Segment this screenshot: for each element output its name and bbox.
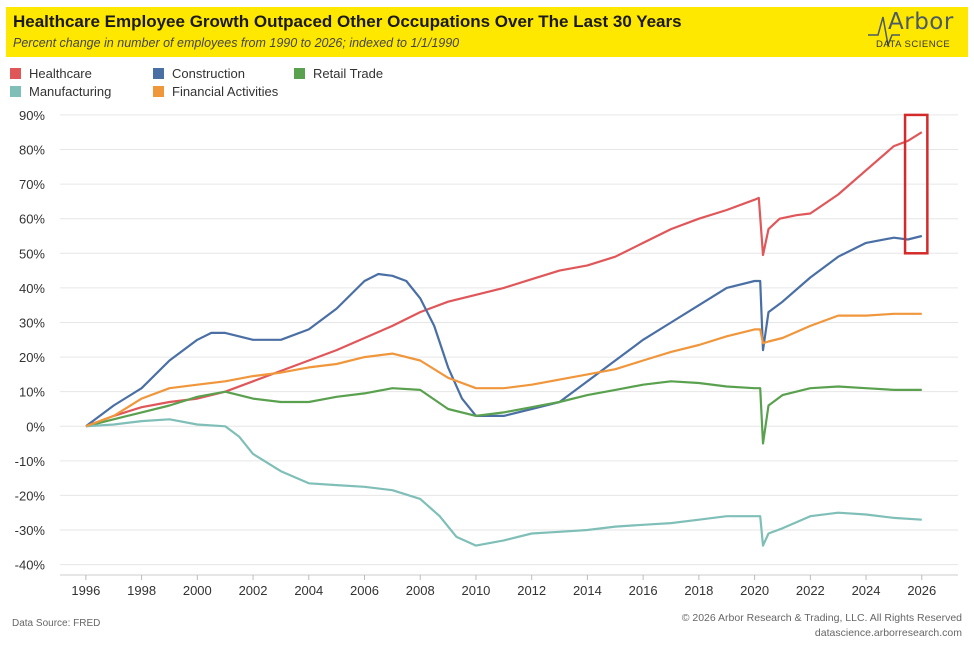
x-tick-label: 2002 xyxy=(239,583,268,598)
x-tick-label: 2004 xyxy=(294,583,323,598)
legend-label: Manufacturing xyxy=(29,84,112,99)
x-tick-label: 2026 xyxy=(907,583,936,598)
legend: Healthcare Construction Retail Trade Man… xyxy=(10,64,530,104)
y-tick-label: -20% xyxy=(15,488,46,503)
website-link[interactable]: datascience.arborresearch.com xyxy=(814,627,962,639)
y-tick-label: 0% xyxy=(26,419,45,434)
y-tick-label: 70% xyxy=(19,177,45,192)
x-tick-label: 2018 xyxy=(684,583,713,598)
legend-swatch-healthcare xyxy=(10,68,21,79)
legend-item-manufacturing[interactable]: Manufacturing xyxy=(10,84,111,99)
legend-swatch-financial-activities xyxy=(153,86,164,97)
x-tick-label: 2016 xyxy=(629,583,658,598)
x-tick-label: 2020 xyxy=(740,583,769,598)
y-tick-label: 20% xyxy=(19,350,45,365)
legend-label: Retail Trade xyxy=(313,66,384,81)
copyright: © 2026 Arbor Research & Trading, LLC. Al… xyxy=(681,612,962,624)
y-tick-label: -30% xyxy=(15,523,46,538)
series-line-construction[interactable] xyxy=(85,234,923,428)
x-tick-label: 2000 xyxy=(183,583,212,598)
legend-item-financial-activities[interactable]: Financial Activities xyxy=(153,84,278,99)
legend-swatch-retail-trade xyxy=(294,68,305,79)
y-tick-label: 60% xyxy=(19,212,45,227)
legend-label: Construction xyxy=(172,66,245,81)
y-tick-label: 40% xyxy=(19,281,45,296)
y-tick-label: -40% xyxy=(15,558,46,573)
legend-swatch-construction xyxy=(153,68,164,79)
chart-title: Healthcare Employee Growth Outpaced Othe… xyxy=(13,12,682,31)
x-tick-label: 2024 xyxy=(852,583,881,598)
x-tick-label: 2006 xyxy=(350,583,379,598)
series-line-manufacturing[interactable] xyxy=(85,418,922,547)
logo-word: Arbor xyxy=(888,9,954,35)
y-tick-label: 10% xyxy=(19,385,45,400)
series-line-healthcare[interactable] xyxy=(85,131,923,428)
x-tick-label: 1996 xyxy=(71,583,100,598)
y-tick-label: 30% xyxy=(19,315,45,330)
x-tick-label: 2022 xyxy=(796,583,825,598)
legend-item-retail-trade[interactable]: Retail Trade xyxy=(294,66,383,81)
legend-swatch-manufacturing xyxy=(10,86,21,97)
series-line-financial-activities[interactable] xyxy=(85,312,922,428)
legend-label: Financial Activities xyxy=(172,84,279,99)
series-line-retail-trade[interactable] xyxy=(85,380,922,445)
y-tick-label: 80% xyxy=(19,143,45,158)
x-tick-label: 2012 xyxy=(517,583,546,598)
y-tick-label: 90% xyxy=(19,108,45,123)
highlight-box xyxy=(903,113,929,255)
logo-subtitle: DATA SCIENCE xyxy=(876,39,951,50)
x-tick-label: 2008 xyxy=(406,583,435,598)
y-tick-label: 50% xyxy=(19,246,45,261)
x-tick-label: 2014 xyxy=(573,583,602,598)
copyright-block: © 2026 Arbor Research & Trading, LLC. Al… xyxy=(682,611,962,641)
legend-item-healthcare[interactable]: Healthcare xyxy=(10,66,92,81)
y-tick-label: -10% xyxy=(15,454,46,469)
x-tick-label: 1998 xyxy=(127,583,156,598)
legend-item-construction[interactable]: Construction xyxy=(153,66,245,81)
chart-subtitle: Percent change in number of employees fr… xyxy=(13,36,460,50)
data-source: Data Source: FRED xyxy=(12,618,101,629)
arbor-logo: Arbor DATA SCIENCE xyxy=(866,9,962,55)
title-banner: Healthcare Employee Growth Outpaced Othe… xyxy=(6,7,968,57)
x-tick-label: 2010 xyxy=(461,583,490,598)
logo-mark-icon xyxy=(868,16,900,48)
legend-label: Healthcare xyxy=(29,66,92,81)
